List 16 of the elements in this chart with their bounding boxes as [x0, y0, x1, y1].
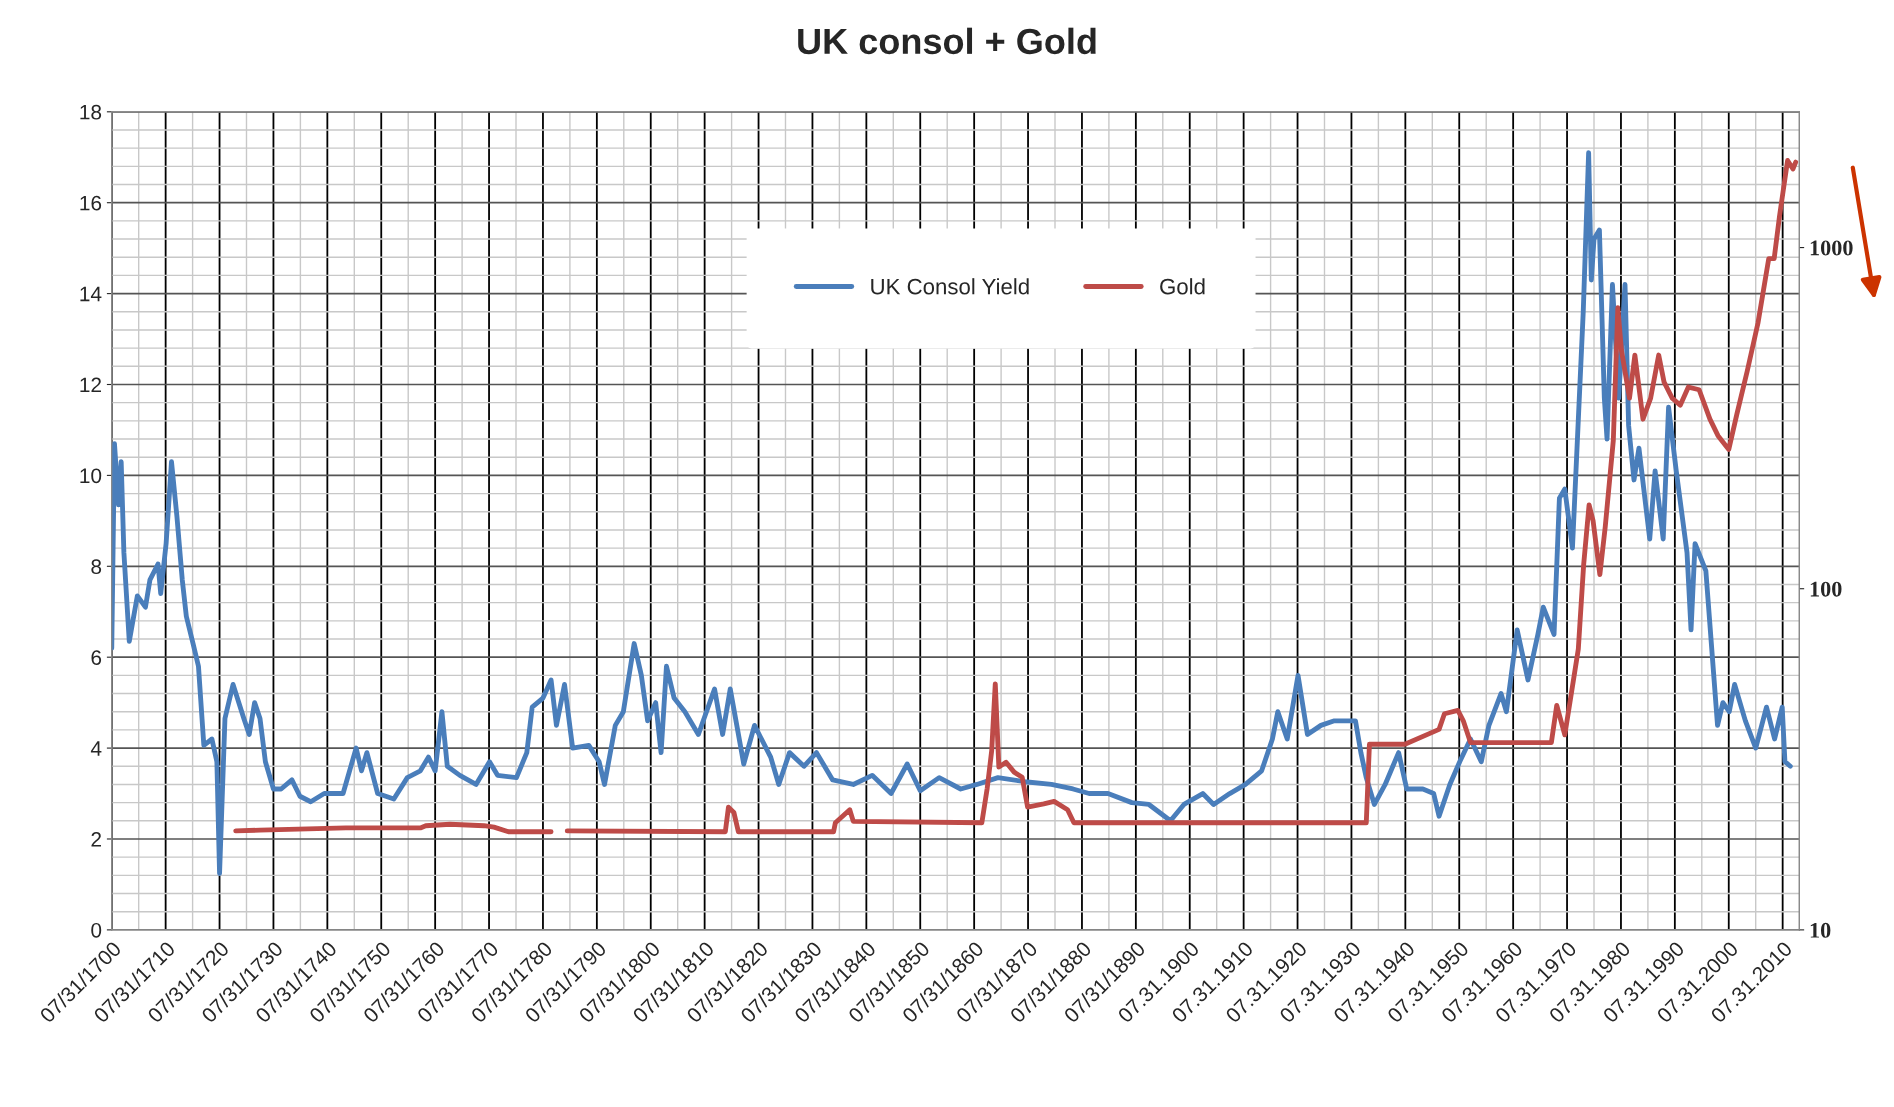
y-tick-label: 8: [91, 559, 102, 575]
y-tick-label: 0: [91, 922, 102, 938]
y-tick-label: 16: [80, 195, 102, 211]
y2-tick-label: 10: [1810, 922, 1831, 938]
y-tick-label: 6: [91, 650, 102, 665]
legend-label: UK Consol Yield: [871, 278, 1029, 295]
y-tick-label: 4: [90, 741, 102, 756]
y-tick-label: 18: [80, 104, 102, 120]
y2-tick-label: 100: [1810, 581, 1842, 597]
legend-label: Gold: [1160, 278, 1205, 295]
y-tick-label: 10: [80, 468, 102, 484]
y-tick-label: 14: [80, 286, 102, 302]
y2-tick-label: 1000: [1810, 240, 1853, 256]
y-tick-label: 2: [91, 831, 101, 847]
y-tick-label: 12: [80, 377, 101, 393]
chart-title: UK consol + Gold: [798, 27, 1096, 55]
